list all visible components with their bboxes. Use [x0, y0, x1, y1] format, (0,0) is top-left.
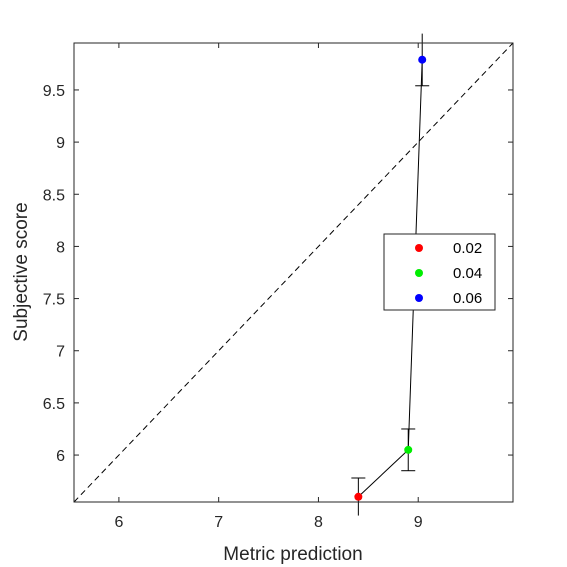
legend-marker — [415, 294, 423, 302]
x-tick-label: 7 — [214, 514, 223, 531]
y-tick-label: 7 — [56, 344, 65, 361]
legend: 0.02 0.04 0.06 — [383, 233, 496, 311]
y-tick-label: 9 — [56, 135, 65, 152]
y-tick-label: 8.5 — [43, 187, 65, 204]
y-tick-label: 9.5 — [43, 83, 65, 100]
reference-line — [73, 42, 514, 503]
y-tick-label: 7.5 — [43, 292, 65, 309]
data-point-0.06 — [418, 55, 427, 64]
axis-ticks — [74, 43, 513, 502]
legend-label: 0.06 — [453, 290, 482, 307]
x-tick-label: 8 — [314, 514, 323, 531]
data-point-0.04 — [404, 445, 413, 454]
y-tick-label: 6.5 — [43, 396, 65, 413]
plot-frame — [73, 42, 514, 503]
legend-label: 0.04 — [453, 265, 482, 282]
x-tick-labels: 6 7 8 9 — [114, 514, 422, 531]
legend-marker — [415, 244, 423, 252]
x-axis-label: Metric prediction — [223, 544, 362, 565]
x-tick-label: 9 — [414, 514, 423, 531]
y-axis-label: Subjective score — [11, 202, 32, 341]
legend-marker — [415, 269, 423, 277]
data-series — [351, 33, 430, 516]
legend-label: 0.02 — [453, 240, 482, 257]
diagonal-line — [73, 42, 514, 503]
y-tick-label: 8 — [56, 239, 65, 256]
y-tick-label: 6 — [56, 448, 65, 465]
legend-box — [383, 233, 496, 311]
y-tick-labels: 6 6.5 7 7.5 8 8.5 9 9.5 — [43, 83, 65, 465]
x-tick-label: 6 — [114, 514, 123, 531]
data-point-0.02 — [354, 492, 363, 501]
